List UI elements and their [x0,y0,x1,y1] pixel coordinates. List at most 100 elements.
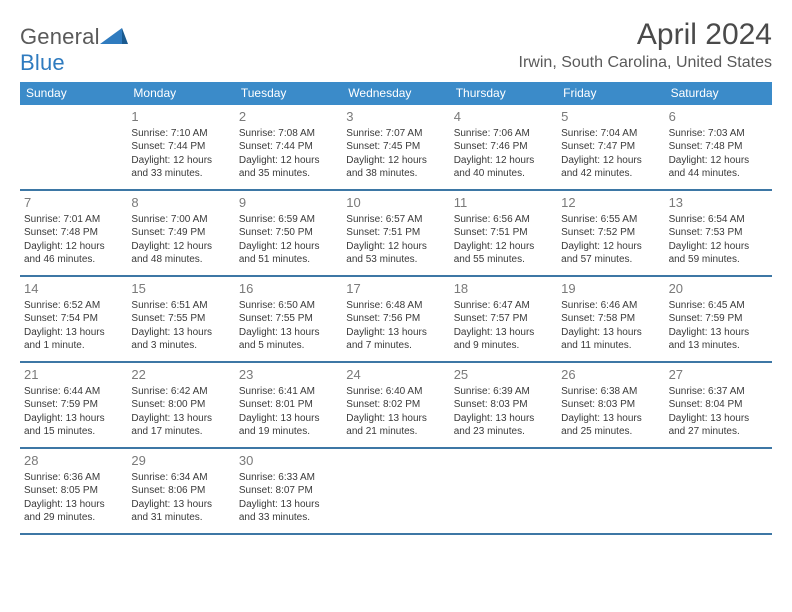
week-row: 14Sunrise: 6:52 AMSunset: 7:54 PMDayligh… [20,277,772,363]
sunset-text: Sunset: 7:45 PM [346,140,445,154]
sunset-text: Sunset: 7:51 PM [346,226,445,240]
week-row: 7Sunrise: 7:01 AMSunset: 7:48 PMDaylight… [20,191,772,277]
sunset-text: Sunset: 8:03 PM [454,398,553,412]
sunset-text: Sunset: 7:48 PM [669,140,768,154]
daylight-text: Daylight: 12 hours and 59 minutes. [669,240,768,267]
day-cell: 25Sunrise: 6:39 AMSunset: 8:03 PMDayligh… [450,363,557,447]
day-number: 17 [346,280,445,298]
daylight-text: Daylight: 12 hours and 55 minutes. [454,240,553,267]
day-cell: 16Sunrise: 6:50 AMSunset: 7:55 PMDayligh… [235,277,342,361]
dow-cell: Friday [557,82,664,105]
daylight-text: Daylight: 13 hours and 11 minutes. [561,326,660,353]
sunrise-text: Sunrise: 6:46 AM [561,299,660,313]
daylight-text: Daylight: 13 hours and 1 minute. [24,326,123,353]
daylight-text: Daylight: 13 hours and 25 minutes. [561,412,660,439]
sunrise-text: Sunrise: 7:08 AM [239,127,338,141]
logo-triangle-icon [100,26,128,48]
sunrise-text: Sunrise: 6:55 AM [561,213,660,227]
daylight-text: Daylight: 13 hours and 29 minutes. [24,498,123,525]
sunrise-text: Sunrise: 6:48 AM [346,299,445,313]
day-number: 23 [239,366,338,384]
sunset-text: Sunset: 8:07 PM [239,484,338,498]
sunrise-text: Sunrise: 6:56 AM [454,213,553,227]
sunset-text: Sunset: 8:04 PM [669,398,768,412]
logo-part1: General [20,24,100,49]
daylight-text: Daylight: 12 hours and 53 minutes. [346,240,445,267]
day-cell: 30Sunrise: 6:33 AMSunset: 8:07 PMDayligh… [235,449,342,533]
sunrise-text: Sunrise: 6:45 AM [669,299,768,313]
sunrise-text: Sunrise: 6:33 AM [239,471,338,485]
day-number: 24 [346,366,445,384]
daylight-text: Daylight: 12 hours and 42 minutes. [561,154,660,181]
daylight-text: Daylight: 13 hours and 5 minutes. [239,326,338,353]
day-number: 1 [131,108,230,126]
weeks-container: 1Sunrise: 7:10 AMSunset: 7:44 PMDaylight… [20,105,772,535]
daylight-text: Daylight: 12 hours and 57 minutes. [561,240,660,267]
day-cell: 7Sunrise: 7:01 AMSunset: 7:48 PMDaylight… [20,191,127,275]
sunset-text: Sunset: 7:54 PM [24,312,123,326]
sunset-text: Sunset: 7:55 PM [239,312,338,326]
sunset-text: Sunset: 7:53 PM [669,226,768,240]
sunset-text: Sunset: 7:59 PM [669,312,768,326]
day-cell: 26Sunrise: 6:38 AMSunset: 8:03 PMDayligh… [557,363,664,447]
title-block: April 2024 Irwin, South Carolina, United… [519,18,772,72]
sunrise-text: Sunrise: 6:40 AM [346,385,445,399]
day-number: 30 [239,452,338,470]
day-cell [20,105,127,189]
day-cell: 3Sunrise: 7:07 AMSunset: 7:45 PMDaylight… [342,105,449,189]
calendar: SundayMondayTuesdayWednesdayThursdayFrid… [20,82,772,535]
daylight-text: Daylight: 13 hours and 17 minutes. [131,412,230,439]
day-number: 18 [454,280,553,298]
daylight-text: Daylight: 12 hours and 38 minutes. [346,154,445,181]
day-cell: 12Sunrise: 6:55 AMSunset: 7:52 PMDayligh… [557,191,664,275]
sunset-text: Sunset: 8:02 PM [346,398,445,412]
sunrise-text: Sunrise: 6:44 AM [24,385,123,399]
day-number: 28 [24,452,123,470]
daylight-text: Daylight: 12 hours and 40 minutes. [454,154,553,181]
dow-cell: Saturday [665,82,772,105]
sunset-text: Sunset: 7:44 PM [131,140,230,154]
sunset-text: Sunset: 7:48 PM [24,226,123,240]
day-number: 16 [239,280,338,298]
sunset-text: Sunset: 7:58 PM [561,312,660,326]
logo: General Blue [20,18,128,76]
day-number: 10 [346,194,445,212]
day-cell [342,449,449,533]
sunset-text: Sunset: 7:57 PM [454,312,553,326]
sunrise-text: Sunrise: 7:10 AM [131,127,230,141]
day-cell: 10Sunrise: 6:57 AMSunset: 7:51 PMDayligh… [342,191,449,275]
day-number: 21 [24,366,123,384]
daylight-text: Daylight: 12 hours and 46 minutes. [24,240,123,267]
day-cell: 2Sunrise: 7:08 AMSunset: 7:44 PMDaylight… [235,105,342,189]
sunset-text: Sunset: 8:00 PM [131,398,230,412]
month-title: April 2024 [519,18,772,52]
daylight-text: Daylight: 13 hours and 19 minutes. [239,412,338,439]
sunrise-text: Sunrise: 6:42 AM [131,385,230,399]
sunrise-text: Sunrise: 6:36 AM [24,471,123,485]
day-cell: 28Sunrise: 6:36 AMSunset: 8:05 PMDayligh… [20,449,127,533]
day-number: 15 [131,280,230,298]
day-number: 8 [131,194,230,212]
daylight-text: Daylight: 12 hours and 33 minutes. [131,154,230,181]
sunrise-text: Sunrise: 7:07 AM [346,127,445,141]
day-number: 4 [454,108,553,126]
day-number: 26 [561,366,660,384]
day-number: 7 [24,194,123,212]
daylight-text: Daylight: 13 hours and 27 minutes. [669,412,768,439]
sunrise-text: Sunrise: 6:50 AM [239,299,338,313]
logo-text: General Blue [20,24,100,76]
sunrise-text: Sunrise: 7:06 AM [454,127,553,141]
sunrise-text: Sunrise: 6:34 AM [131,471,230,485]
sunset-text: Sunset: 8:06 PM [131,484,230,498]
day-number: 12 [561,194,660,212]
day-cell: 17Sunrise: 6:48 AMSunset: 7:56 PMDayligh… [342,277,449,361]
daylight-text: Daylight: 13 hours and 9 minutes. [454,326,553,353]
sunrise-text: Sunrise: 7:00 AM [131,213,230,227]
daylight-text: Daylight: 13 hours and 7 minutes. [346,326,445,353]
sunrise-text: Sunrise: 6:39 AM [454,385,553,399]
day-cell: 13Sunrise: 6:54 AMSunset: 7:53 PMDayligh… [665,191,772,275]
daylight-text: Daylight: 13 hours and 3 minutes. [131,326,230,353]
day-cell: 4Sunrise: 7:06 AMSunset: 7:46 PMDaylight… [450,105,557,189]
sunset-text: Sunset: 8:05 PM [24,484,123,498]
day-cell: 14Sunrise: 6:52 AMSunset: 7:54 PMDayligh… [20,277,127,361]
